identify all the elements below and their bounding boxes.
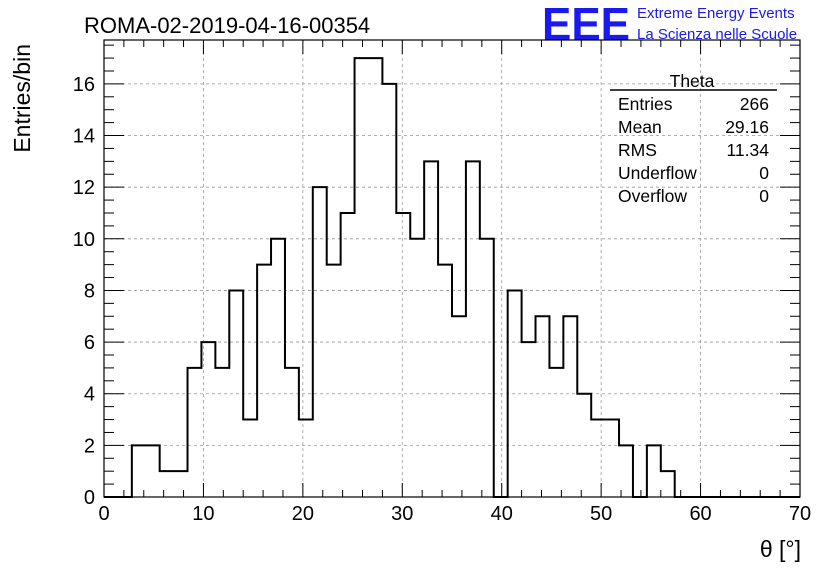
logo-letters: EEE: [542, 0, 630, 50]
histogram-bin: [368, 58, 382, 497]
histogram-bin: [605, 420, 619, 497]
histogram-bin: [522, 342, 536, 497]
y-tick-label: 10: [73, 229, 95, 251]
histogram-bin: [355, 58, 369, 497]
x-axis-label: θ [°]: [760, 536, 801, 562]
stats-label: Mean: [618, 117, 662, 137]
histogram-bin: [271, 239, 285, 497]
x-tick-label: 10: [192, 503, 214, 525]
histogram-bin: [299, 420, 313, 497]
stats-label: Overflow: [618, 186, 687, 206]
stats-label: Underflow: [618, 163, 697, 183]
histogram-bins: [132, 58, 675, 497]
y-tick-label: 16: [73, 74, 95, 96]
stats-label: Entries: [618, 94, 673, 114]
y-tick-label: 12: [73, 177, 95, 199]
histogram-bin: [188, 368, 202, 497]
histogram-bin: [146, 445, 160, 497]
plot-frame: [103, 39, 801, 498]
y-tick-label: 2: [84, 435, 95, 457]
histogram-outline: [104, 57, 800, 498]
y-tick-label: 6: [84, 332, 95, 354]
histogram-bin: [466, 161, 480, 497]
stats-value: 11.34: [727, 140, 770, 160]
stats-box: Theta Entries 266 Mean 29.16 RMS 11.34 Underfl…: [610, 71, 777, 206]
stats-value: 266: [740, 94, 769, 114]
histogram-bin: [661, 471, 675, 497]
histogram-bin: [215, 368, 229, 497]
stats-rows: Entries 266 Mean 29.16 RMS 11.34 Underflow 0 Ove…: [618, 94, 769, 206]
histogram-bin: [243, 420, 257, 497]
stats-value: 0: [759, 186, 769, 206]
x-tick-label: 40: [491, 503, 513, 525]
x-tick-label: 50: [590, 503, 612, 525]
grid: [104, 40, 800, 497]
x-tick-label: 0: [98, 503, 109, 525]
histogram-bin: [424, 161, 438, 497]
histogram-bin: [396, 213, 410, 497]
histogram-bin: [327, 265, 341, 497]
y-tick-label: 0: [84, 487, 95, 509]
histogram-bin: [563, 316, 577, 497]
histogram-bin: [410, 239, 424, 497]
histogram-bin: [619, 445, 633, 497]
chart-title: ROMA-02-2019-04-16-00354: [84, 13, 370, 38]
histogram-bin: [549, 368, 563, 497]
histogram-bin: [536, 316, 550, 497]
y-tick-label: 8: [84, 280, 95, 302]
y-tick-label: 4: [84, 384, 95, 406]
tick-labels: 0 10 20 30 40 50 60 70 0 2 4 6 8 10 12 14 16: [73, 74, 811, 525]
y-axis-label: Entries/bin: [9, 44, 35, 153]
logo-line-2: La Scienza nelle Scuole: [637, 26, 797, 43]
histogram-bin: [257, 265, 271, 497]
histogram-bin: [591, 420, 605, 497]
stats-value: 0: [759, 163, 769, 183]
x-tick-label: 70: [789, 503, 811, 525]
histogram-bin: [647, 445, 661, 497]
stats-label: RMS: [618, 140, 657, 160]
x-tick-label: 60: [689, 503, 711, 525]
histogram-bin: [452, 316, 466, 497]
y-tick-label: 14: [73, 126, 95, 148]
histogram-bin: [438, 265, 452, 497]
stats-title: Theta: [670, 71, 715, 91]
stats-value: 29.16: [725, 117, 769, 137]
histogram-bin: [480, 239, 494, 497]
histogram-bin: [285, 368, 299, 497]
histogram-bin: [132, 445, 146, 497]
histogram-bin: [341, 213, 355, 497]
x-tick-label: 30: [391, 503, 413, 525]
logo-line-1: Extreme Energy Events: [637, 5, 795, 22]
eee-logo: EEE Extreme Energy Events La Scienza nel…: [542, 0, 797, 50]
x-tick-label: 20: [292, 503, 314, 525]
histogram-bin: [174, 471, 188, 497]
histogram-bin: [160, 471, 174, 497]
